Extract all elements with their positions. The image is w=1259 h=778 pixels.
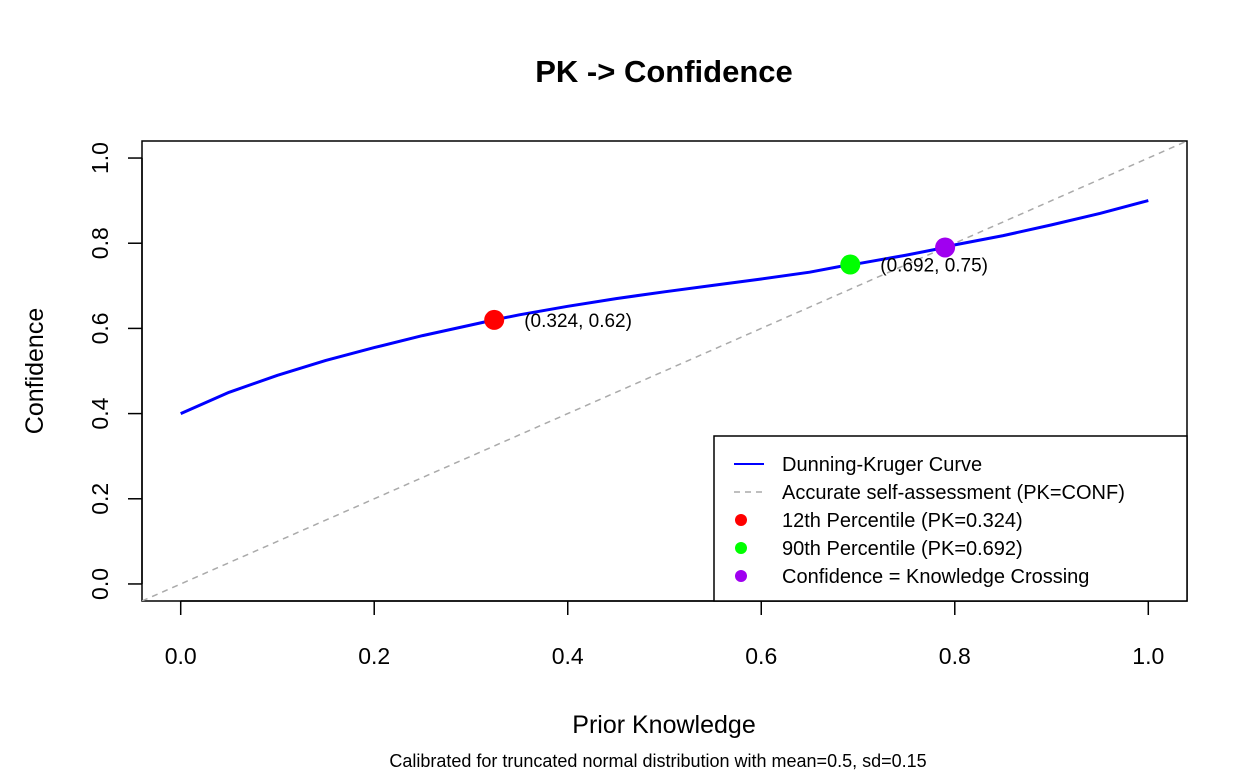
y-tick-label: 0.6 <box>87 312 113 344</box>
legend-point-swatch <box>735 542 747 554</box>
x-axis-title: Prior Knowledge <box>572 711 755 739</box>
legend-label: 12th Percentile (PK=0.324) <box>782 510 1023 532</box>
chart-title: PK -> Confidence <box>535 54 793 89</box>
point-12th-percentile <box>484 309 505 330</box>
dunning-kruger-curve <box>180 199 1149 415</box>
x-tick-label: 1.0 <box>1132 643 1164 669</box>
point-crossing <box>935 237 956 258</box>
y-tick-label: 0.0 <box>87 568 113 600</box>
x-tick-label: 0.8 <box>939 643 971 669</box>
x-axis: 0.0 0.2 0.4 0.6 0.8 1.0 <box>165 600 1164 669</box>
plot-area: (0.324, 0.62) (0.692, 0.75) <box>142 141 1187 601</box>
legend-label: Confidence = Knowledge Crossing <box>782 566 1089 588</box>
point-annotation: (0.692, 0.75) <box>880 256 988 277</box>
x-tick-label: 0.4 <box>552 643 584 669</box>
point-90th-percentile <box>840 254 861 275</box>
y-tick-label: 0.8 <box>87 227 113 259</box>
y-tick-label: 0.2 <box>87 483 113 515</box>
point-annotation: (0.324, 0.62) <box>524 311 632 332</box>
legend: Dunning-Kruger Curve Accurate self-assess… <box>713 435 1188 602</box>
legend-box <box>713 435 1188 602</box>
legend-label: Accurate self-assessment (PK=CONF) <box>782 482 1125 504</box>
legend-point-swatch <box>735 514 747 526</box>
accurate-self-assessment-line <box>142 141 1187 601</box>
y-axis: 0.0 0.2 0.4 0.6 0.8 1.0 <box>87 142 143 600</box>
y-axis-title: Confidence <box>21 308 49 434</box>
y-tick-label: 1.0 <box>87 142 113 174</box>
x-tick-label: 0.6 <box>745 643 777 669</box>
legend-point-swatch <box>735 570 747 582</box>
legend-label: Dunning-Kruger Curve <box>782 454 982 476</box>
legend-label: 90th Percentile (PK=0.692) <box>782 538 1023 560</box>
y-tick-label: 0.4 <box>87 397 113 429</box>
chart-subtitle: Calibrated for truncated normal distribu… <box>389 751 926 771</box>
x-tick-label: 0.0 <box>165 643 197 669</box>
x-tick-label: 0.2 <box>358 643 390 669</box>
